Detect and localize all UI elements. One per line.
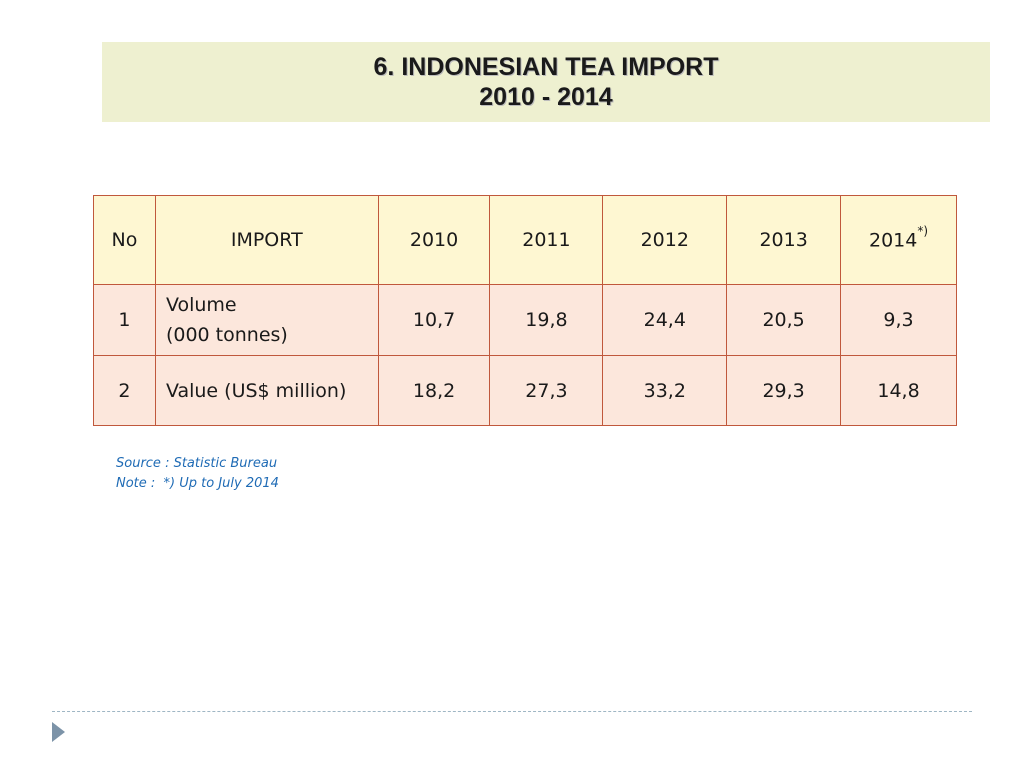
footnotes: Source : Statistic Bureau Note : *) Up t… bbox=[116, 454, 279, 494]
slide-divider bbox=[52, 711, 972, 712]
cell-2011: 27,3 bbox=[489, 355, 604, 426]
page-title: 6. INDONESIAN TEA IMPORT bbox=[373, 53, 719, 81]
title-banner: 6. INDONESIAN TEA IMPORT 2010 - 2014 bbox=[102, 42, 990, 122]
header-2014-note-mark: *) bbox=[917, 224, 929, 239]
cell-2011: 19,8 bbox=[489, 284, 604, 356]
page-subtitle: 2010 - 2014 bbox=[479, 83, 613, 111]
header-2011: 2011 bbox=[489, 195, 604, 285]
row-number: 1 bbox=[93, 284, 156, 356]
header-import: IMPORT bbox=[154, 195, 379, 285]
cell-2014: 14,8 bbox=[840, 355, 957, 426]
cell-2013: 20,5 bbox=[726, 284, 842, 356]
source-note: Source : Statistic Bureau bbox=[116, 456, 278, 471]
cell-2012: 24,4 bbox=[602, 284, 728, 356]
cell-2010: 10,7 bbox=[377, 284, 491, 356]
row-number: 2 bbox=[93, 355, 156, 426]
header-2012: 2012 bbox=[602, 195, 728, 285]
triangle-right-icon[interactable] bbox=[52, 722, 65, 742]
row-label-line2: (000 tonnes) bbox=[165, 324, 288, 346]
cell-2010: 18,2 bbox=[377, 355, 491, 426]
header-2010: 2010 bbox=[377, 195, 491, 285]
row-label-line1: Volume bbox=[165, 294, 237, 316]
row-label: Volume (000 tonnes) bbox=[154, 284, 379, 356]
table-row: 1 Volume (000 tonnes) 10,7 19,8 24,4 20,… bbox=[93, 284, 957, 356]
table-row: 2 Value (US$ million) 18,2 27,3 33,2 29,… bbox=[93, 355, 957, 426]
cell-2013: 29,3 bbox=[726, 355, 842, 426]
header-2014: 2014*) bbox=[840, 195, 957, 285]
header-2013: 2013 bbox=[726, 195, 842, 285]
cell-2014: 9,3 bbox=[840, 284, 957, 356]
footnote: Note : *) Up to July 2014 bbox=[116, 476, 279, 491]
row-label: Value (US$ million) bbox=[154, 355, 379, 426]
tea-import-table: No IMPORT 2010 2011 2012 2013 2014*) 1 V… bbox=[93, 195, 957, 426]
table-header-row: No IMPORT 2010 2011 2012 2013 2014*) bbox=[93, 195, 957, 285]
header-no: No bbox=[93, 195, 156, 285]
header-2014-year: 2014 bbox=[869, 229, 918, 252]
cell-2012: 33,2 bbox=[602, 355, 728, 426]
